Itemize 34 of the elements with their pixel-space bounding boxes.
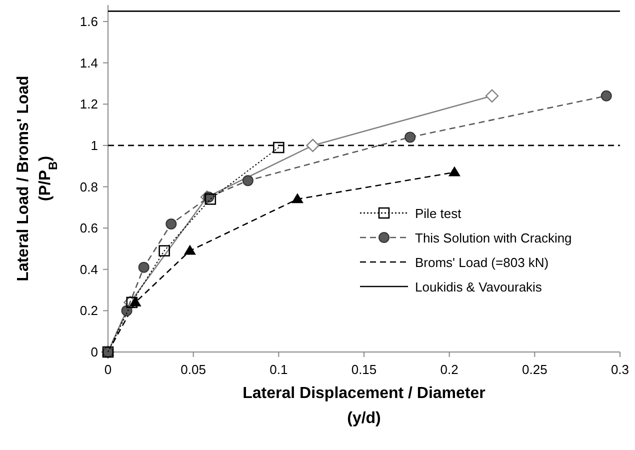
point [485, 89, 499, 102]
point [273, 142, 284, 154]
y-tick-label: 1.6 [80, 14, 98, 30]
point [138, 262, 150, 273]
x-tick-label: 0.05 [180, 362, 206, 377]
x-tick-label: 0 [104, 362, 112, 377]
legend-label: Pile test [415, 206, 462, 221]
point [242, 175, 254, 186]
x-axis-title: Lateral Displacement / Diameter (y/d) [242, 385, 486, 427]
point [291, 193, 304, 204]
point [448, 166, 460, 176]
point [184, 244, 196, 255]
y-tick-label: 1.2 [80, 96, 98, 112]
y-tick-label: 1.4 [80, 55, 98, 70]
y-tick-label: 0.8 [80, 179, 98, 194]
point [600, 90, 612, 102]
point [158, 245, 170, 256]
x-tick-label: 0.2 [440, 362, 458, 377]
legend-label: Loukidis & Vavourakis [415, 280, 542, 294]
x-tick-label: 0.1 [270, 362, 288, 377]
legend-label: Broms' Load (=803 kN) [415, 255, 549, 270]
x-tick-label: 0.25 [522, 362, 548, 377]
point [404, 132, 416, 143]
point [166, 218, 177, 230]
y-tick-label: 0.6 [80, 220, 98, 236]
x-tick-label: 0.15 [351, 362, 377, 377]
legend-label: This Solution with Cracking [415, 230, 572, 246]
y-tick-label: 1 [90, 138, 98, 153]
point [126, 296, 138, 308]
y-tick-label: 0.4 [80, 262, 98, 277]
y-tick-label: 0.2 [80, 303, 98, 318]
x-tick-label: 0.3 [610, 362, 630, 377]
y-tick-label: 0 [90, 344, 98, 360]
point [306, 138, 320, 152]
